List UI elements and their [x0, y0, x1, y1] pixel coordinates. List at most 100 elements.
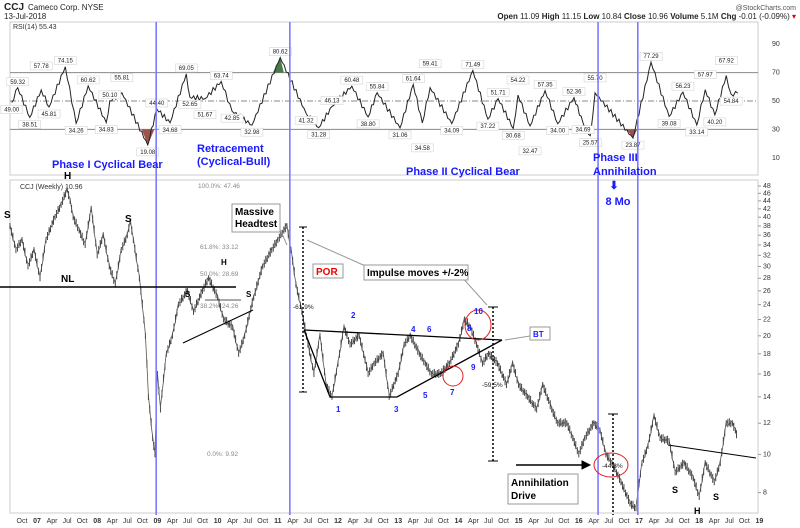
volume-label: Volume: [670, 12, 699, 21]
rsi-value-label: 69.05: [179, 66, 195, 72]
x-tick-label: Apr: [528, 518, 540, 525]
annihilation-drive-callout: [507, 473, 579, 505]
fib-382: 38.2%: 24.26: [200, 303, 239, 310]
rsi-value-label: 60.62: [81, 78, 97, 84]
price-tick-label: 8: [763, 490, 767, 497]
symbol: CCJ: [4, 2, 24, 13]
rsi-value-label: 60.48: [344, 78, 360, 84]
rsi-tick-label: 50: [772, 98, 780, 105]
rsi-value-label: 61.64: [406, 76, 422, 82]
rsi-value-box: [506, 75, 530, 85]
rsi-value-label: 77.29: [644, 54, 660, 60]
rsi-value-label: 51.71: [491, 91, 507, 97]
rsi-value-box: [440, 126, 464, 135]
x-tick-label: Apr: [107, 518, 119, 525]
rsi-value-box: [356, 119, 380, 129]
impulse-label: Impulse moves +/-2%: [367, 268, 469, 279]
wave-4: 4: [411, 325, 416, 334]
x-tick-label: 17: [635, 518, 643, 525]
x-tick-label: Oct: [197, 518, 208, 525]
high-value: 11.15: [562, 12, 582, 21]
fib-618: 61.8%: 33.12: [200, 244, 239, 251]
eight-months-label: 8 Mo: [605, 196, 630, 208]
phase-3-label: Phase III: [593, 152, 638, 164]
rsi-value-box: [533, 80, 557, 89]
rsi-value-label: 51.67: [197, 113, 213, 119]
price-tick-label: 30: [763, 263, 771, 270]
rsi-value-label: 67.92: [719, 59, 735, 65]
x-tick-label: Jul: [63, 518, 72, 525]
circle-10: [464, 309, 492, 341]
x-tick-label: Oct: [257, 518, 268, 525]
rsi-value-label: 59.41: [423, 62, 439, 68]
rsi-value-label: 74.15: [58, 59, 74, 65]
x-tick-label: 14: [455, 518, 463, 525]
close-value: 10.96: [648, 12, 669, 21]
price-tick-label: 10: [763, 451, 771, 458]
pct-drop-3: -44.8%: [602, 463, 623, 470]
por-label: POR: [316, 267, 338, 278]
price-tick-label: 14: [763, 394, 771, 401]
rsi-value-box: [178, 99, 202, 109]
rsi-value-box: [307, 130, 330, 139]
rsi-layer: 49.00 59.32 38.51 57.78 45.81 74.15 34.26 60.62…: [0, 47, 758, 157]
rsi-oversold-fill: [141, 129, 155, 145]
x-tick-label: Jul: [725, 518, 734, 525]
retracement-label: Retracement: [197, 143, 264, 155]
price-tick-label: 22: [763, 316, 771, 323]
price-title: CCJ (Weekly) 10.96: [20, 184, 83, 191]
highlight-circles: [442, 309, 629, 478]
circle-7: [442, 365, 464, 387]
rsi-value-label: 31.28: [311, 133, 327, 139]
rsi-value-box: [583, 73, 607, 83]
rsi-value-box: [193, 110, 217, 119]
price-tick-label: 12: [763, 420, 771, 427]
massive-label: Massive: [235, 207, 274, 218]
rsi-value-box: [6, 77, 29, 87]
x-tick-label: 16: [575, 518, 583, 525]
rsi-value-box: [340, 75, 364, 85]
callout-leader: [306, 239, 371, 269]
rsi-value-box: [320, 96, 344, 105]
x-tick-label: Apr: [227, 518, 239, 525]
rsi-value-label: 23.87: [625, 143, 641, 149]
x-tick-label: Oct: [378, 518, 389, 525]
rsi-value-label: 38.80: [361, 122, 377, 128]
rsi-value-label: 34.83: [99, 128, 115, 134]
trendline: [182, 309, 254, 344]
price-tick-label: 28: [763, 275, 771, 282]
price-tick-label: 26: [763, 288, 771, 295]
rsi-value-box: [158, 125, 182, 135]
rsi-value-box: [175, 63, 198, 73]
price-tick-label: 38: [763, 223, 771, 230]
rsi-value-label: 57.97: [698, 73, 714, 79]
rsi-value-label: 40.20: [707, 120, 723, 126]
annihilation-label: Annihilation: [593, 166, 657, 178]
x-tick-label: Oct: [619, 518, 630, 525]
price-tick-label: 20: [763, 333, 771, 340]
rsi-value-label: 57.35: [538, 83, 554, 89]
pattern-lines: [0, 224, 757, 515]
wave-2: 2: [351, 311, 356, 320]
headtest-label: Headtest: [235, 219, 278, 230]
volume-value: 5.1M: [701, 12, 719, 21]
rsi-value-box: [476, 121, 500, 131]
chart-date: 13-Jul-2018: [4, 12, 47, 21]
rsi-value-label: 52.65: [182, 102, 198, 108]
brand-logo: @StockCharts.com: [736, 5, 797, 12]
x-tick-label: 08: [93, 518, 101, 525]
open-value: 11.09: [520, 12, 540, 21]
rsi-value-label: 55.84: [370, 85, 386, 91]
rsi-value-box: [657, 119, 681, 128]
hs-neckline: [667, 444, 757, 459]
rsi-value-label: 30.68: [506, 133, 522, 139]
rsi-value-box: [671, 81, 695, 91]
down-arrow-icon: ⬇: [609, 180, 618, 192]
rsi-line: [11, 56, 739, 147]
por-callout: [312, 263, 344, 279]
bt-callout: [529, 326, 551, 341]
down-arrow-icon: ▾: [792, 12, 796, 21]
rsi-value-label: 38.51: [22, 122, 38, 128]
price-tick-label: 18: [763, 351, 771, 358]
